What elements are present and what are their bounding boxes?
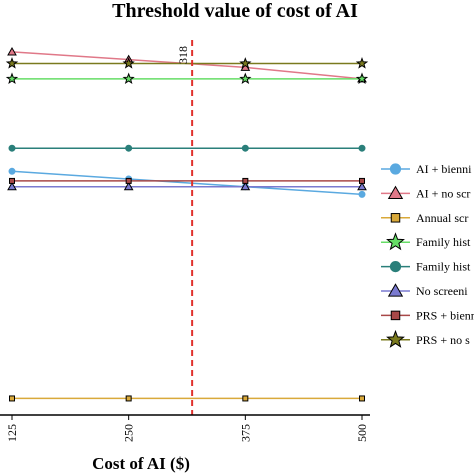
data-point: [9, 395, 15, 402]
data-point: [8, 144, 16, 152]
data-point: [125, 395, 132, 402]
legend-marker: [386, 329, 405, 348]
data-point: [5, 72, 19, 85]
legend-item: Annual scr: [381, 211, 468, 225]
legend-label: Annual scr: [416, 211, 468, 225]
legend-marker: [389, 163, 402, 175]
legend: AI + bienni AI + no scr Annual scr Family h…: [381, 162, 474, 348]
series-5: [7, 181, 367, 191]
series-line: [11, 170, 363, 196]
legend-label: AI + bienni: [416, 162, 472, 176]
data-point: [125, 177, 132, 184]
x-axis-ticks: 125 250 375 500: [5, 415, 369, 442]
legend-label: Family hist: [416, 235, 471, 249]
legend-label: Family hist: [416, 260, 471, 274]
x-tick-label: 250: [122, 424, 136, 442]
plot-area: 318: [5, 40, 369, 415]
legend-label: PRS + bienn: [416, 308, 474, 322]
data-point: [5, 57, 19, 69]
data-point: [357, 181, 367, 191]
data-point: [358, 144, 366, 152]
data-point: [239, 72, 252, 85]
legend-marker: [390, 310, 401, 321]
x-tick-label: 125: [5, 424, 19, 442]
legend-item: AI + bienni: [381, 162, 472, 176]
data-point: [359, 395, 365, 402]
legend-item: Family hist: [381, 260, 471, 274]
threshold-label: 318: [176, 46, 190, 64]
series-0: [8, 167, 366, 198]
data-point: [240, 181, 251, 191]
data-point: [125, 144, 133, 152]
legend-label: AI + no scr: [416, 186, 470, 200]
data-point: [122, 57, 135, 69]
x-tick-label: 375: [238, 424, 252, 442]
series-3: [5, 72, 369, 85]
data-point: [122, 72, 135, 85]
data-point: [9, 177, 15, 184]
legend-item: PRS + bienn: [381, 308, 474, 322]
x-axis-label: Cost of AI ($): [92, 454, 190, 473]
legend-label: PRS + no s: [416, 333, 470, 347]
series-2: [9, 395, 365, 402]
series-6: [9, 177, 365, 184]
data-point: [242, 177, 249, 184]
data-point: [355, 72, 369, 85]
legend-item: AI + no scr: [381, 185, 470, 200]
legend-item: PRS + no s: [381, 329, 470, 348]
legend-item: No screeni: [381, 283, 468, 298]
data-point: [241, 144, 249, 152]
series-4: [8, 144, 366, 152]
chart-title: Threshold value of cost of AI: [112, 0, 358, 22]
data-point: [239, 57, 252, 69]
data-point: [242, 395, 249, 402]
series-7: [5, 57, 369, 69]
legend-label: No screeni: [416, 284, 468, 298]
data-point: [7, 46, 17, 56]
legend-marker: [387, 185, 404, 199]
legend-item: Family hist: [381, 232, 471, 251]
data-point: [123, 181, 134, 191]
data-point: [358, 190, 366, 198]
legend-marker: [386, 232, 405, 251]
data-point: [7, 181, 17, 191]
data-point: [8, 167, 16, 175]
legend-marker: [387, 283, 404, 297]
data-point: [355, 57, 369, 69]
x-tick-label: 500: [355, 424, 369, 442]
legend-marker: [390, 213, 401, 223]
legend-marker: [389, 261, 402, 273]
data-point: [359, 177, 365, 184]
